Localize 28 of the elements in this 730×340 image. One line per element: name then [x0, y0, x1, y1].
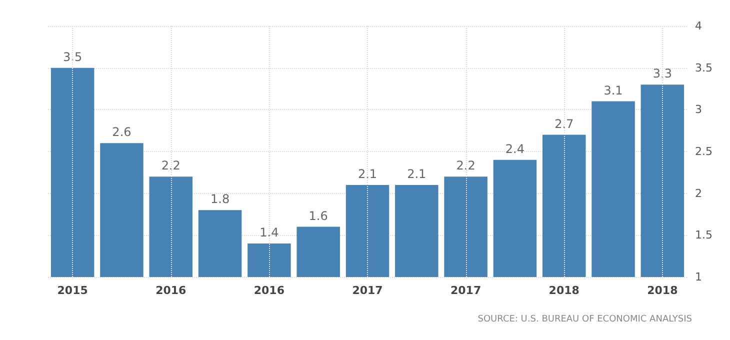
data-label: 2.4 [505, 142, 525, 156]
y-tick-label: 1.5 [695, 228, 712, 242]
data-label: 2.6 [112, 125, 132, 140]
y-tick-label: 3 [695, 103, 702, 116]
data-label: 3.3 [652, 66, 672, 81]
x-tick-label: 2017 [450, 284, 482, 297]
y-tick-label: 4 [695, 20, 702, 32]
x-tick-label: 2017 [352, 284, 383, 297]
data-label: 2.7 [554, 116, 574, 131]
data-label: 3.5 [63, 50, 82, 64]
y-tick-label: 3.5 [695, 61, 712, 74]
data-label: 1.4 [260, 226, 279, 240]
y-tick-label: 2.5 [695, 145, 712, 158]
x-tick-label: 2018 [647, 284, 678, 297]
y-tick-label: 2 [695, 186, 702, 200]
data-label: 1.8 [210, 192, 230, 206]
data-label: 2.1 [407, 166, 426, 181]
x-tick-label: 2015 [57, 284, 88, 297]
x-tick-label: 2018 [548, 284, 580, 297]
data-label: 3.1 [604, 83, 623, 98]
source-note: SOURCE: U.S. BUREAU OF ECONOMIC ANALYSIS [478, 314, 692, 324]
x-tick-label: 2016 [156, 284, 187, 297]
data-label: 1.6 [308, 208, 328, 223]
data-label: 2.2 [456, 158, 476, 173]
x-tick-label: 2016 [254, 284, 285, 297]
y-tick-label: 1 [695, 270, 702, 284]
data-label: 2.1 [358, 166, 378, 181]
data-label: 2.2 [161, 158, 180, 173]
